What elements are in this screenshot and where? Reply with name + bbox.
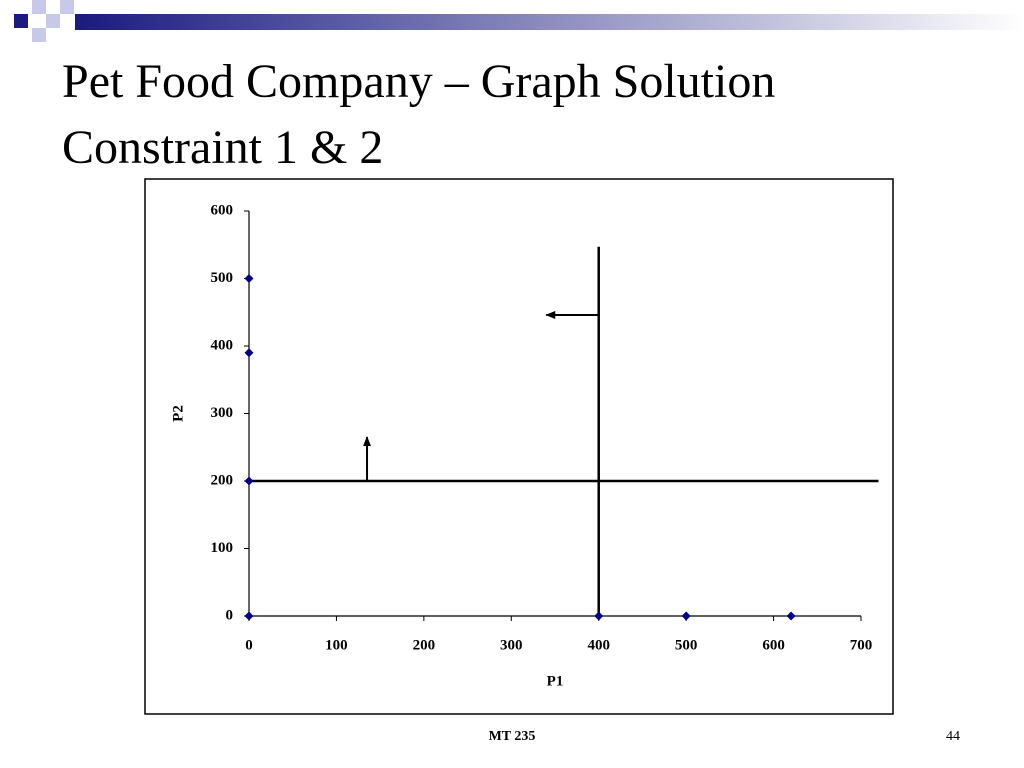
y-tick-label: 400 [211, 337, 234, 353]
y-tick-label: 200 [211, 472, 234, 488]
deco-square [60, 0, 74, 14]
x-tick-label: 700 [850, 637, 873, 653]
deco-square [14, 14, 28, 28]
x-tick-label: 300 [500, 637, 523, 653]
deco-square [32, 0, 46, 14]
x-tick-label: 100 [325, 637, 348, 653]
y-tick-label: 300 [211, 405, 234, 421]
data-point [681, 611, 691, 621]
y-tick-label: 100 [211, 540, 234, 556]
chart-frame [144, 178, 894, 715]
slide-title: Constraint 1 & 2 [62, 121, 383, 174]
slide-title: Pet Food Company – Graph Solution [62, 55, 775, 108]
deco-square [46, 14, 60, 28]
y-axis-label: P2 [170, 405, 186, 422]
data-point [244, 274, 254, 283]
data-point [594, 611, 604, 621]
y-tick-label: 600 [211, 202, 234, 218]
data-point [244, 611, 254, 621]
header-bar [75, 14, 1024, 30]
chart: 0 100 200 300 400 500 600 700 0 100 200 300 400 500 60… [170, 202, 879, 689]
x-axis-label: P1 [547, 673, 564, 689]
footer: MT 235 [489, 729, 536, 744]
deco-square [32, 28, 46, 42]
x-tick-label: 0 [245, 637, 253, 653]
data-point [786, 611, 796, 621]
x-tick-label: 500 [675, 637, 698, 653]
x-tick-label: 200 [413, 637, 436, 653]
x-tick-label: 600 [762, 637, 785, 653]
y-tick-label: 0 [226, 607, 234, 623]
x-tick-label: 400 [587, 637, 610, 653]
data-point [244, 476, 254, 486]
data-point [244, 348, 254, 358]
y-tick-label: 500 [211, 270, 234, 286]
page-number: 44 [946, 729, 960, 744]
